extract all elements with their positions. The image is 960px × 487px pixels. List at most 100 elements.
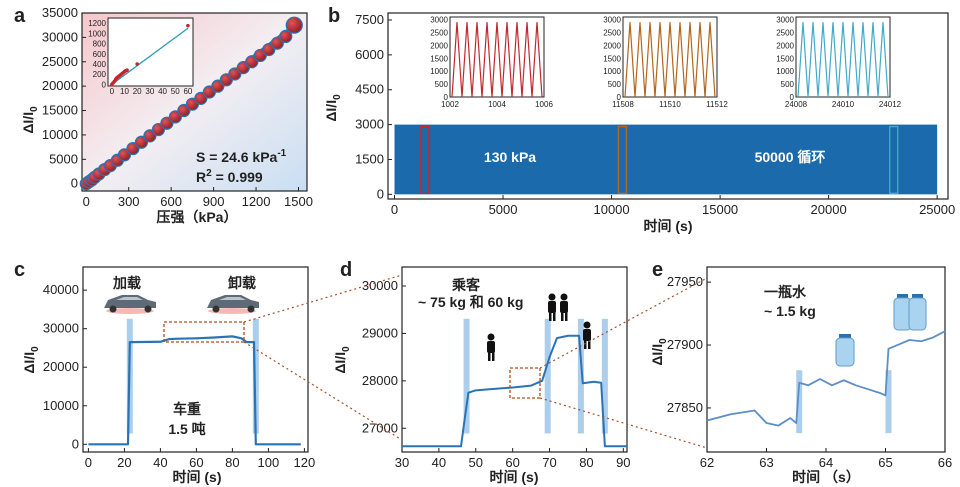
panel-a-ytick-label: 35000 (42, 5, 78, 20)
panel-c-xtick-label: 80 (225, 455, 239, 470)
person-icon-single (487, 333, 495, 361)
panel-d-letter: d (340, 259, 352, 281)
panel-b-ytick-label: 6000 (355, 47, 384, 62)
panel-a-inset-ytick-label: 1000 (88, 29, 106, 38)
panel-b-pressure-label: 130 kPa (484, 149, 536, 165)
panel-b-ylabel: ΔI/I0 (323, 94, 343, 122)
panel-a-inset-xtick-label: 30 (145, 87, 154, 96)
panel-b-inset-ytick-label: 1500 (776, 54, 794, 63)
zoom-guides (243, 274, 708, 449)
panel-e-subtitle: ~ 1.5 kg (764, 303, 816, 319)
panel-d-xtick-label: 90 (616, 455, 630, 470)
car-icon-load (104, 295, 156, 314)
panel-c-weight-label: 车重 (173, 401, 201, 417)
panel-b-inset-ytick-label: 500 (608, 80, 622, 89)
panel-d-ytick-label: 27000 (362, 420, 398, 435)
panel-c-ytick-label: 20000 (43, 359, 79, 374)
panel-b-inset-ytick-label: 3000 (430, 16, 448, 25)
panel-a-xtick-label: 1200 (242, 194, 271, 209)
panel-c-load-label: 加载 (112, 275, 141, 291)
panel-a-inset-ytick-label: 1200 (88, 19, 106, 28)
panel-e-ylabel: ΔI/I0 (649, 338, 669, 366)
panel-a-ytick-label: 0 (71, 176, 78, 191)
panel-d-title: 乘客 (451, 277, 481, 293)
panel-d-highlight-bar (463, 318, 470, 434)
panel-c-ylabel: ΔI/I0 (21, 346, 41, 374)
panel-d-highlight-bar (601, 318, 608, 434)
panel-b-inset-ytick-label: 1000 (603, 67, 621, 76)
panel-b-inset-2: 0 500 1000 1500 2000 2500 3000 11508 11510 11512 (603, 16, 728, 109)
panel-c-xlabel: 时间 (s) (173, 469, 222, 485)
panel-d-xtick-label: 60 (505, 455, 519, 470)
water-bottle-icon-single (835, 334, 855, 367)
panel-b-inset-ytick-label: 1000 (776, 67, 794, 76)
panel-b-inset-ytick-label: 1000 (430, 67, 448, 76)
panel-e-xtick-label: 63 (759, 455, 773, 470)
panel-a-frame (81, 12, 308, 192)
panel-c-letter: c (14, 259, 25, 281)
panel-b-inset-xtick-label: 1004 (488, 100, 506, 109)
panel-e-highlight-bar (796, 370, 803, 434)
panel-c-xtick-label: 40 (153, 455, 167, 470)
guide-d-to-e-top (539, 277, 708, 369)
panel-b-highlight-window (617, 125, 628, 195)
panel-b-xtick-label: 25000 (919, 202, 955, 217)
panel-a-ytick-label: 25000 (42, 54, 78, 69)
panel-d-curve (402, 334, 627, 448)
panel-a-ytick-label: 30000 (42, 29, 78, 44)
panel-b-inset-ytick-label: 2000 (430, 41, 448, 50)
panel-c-unload-label: 卸载 (228, 275, 256, 291)
panel-d-xlabel: 时间 (s) (490, 469, 539, 485)
panel-e-xtick-label: 62 (700, 455, 714, 470)
panel-c-xtick-label: 0 (85, 455, 92, 470)
panel-a-inset-ytick-label: 400 (93, 60, 107, 69)
panel-b-inset-ytick-label: 2500 (603, 28, 621, 37)
water-bottle-icon-double (893, 294, 927, 331)
panel-b-inset-wave (624, 22, 716, 98)
panel-e-ytick-label: 27950 (667, 274, 703, 289)
panel-c-highlight-bar (252, 318, 259, 434)
panel-b-inset-xtick-label: 24012 (879, 100, 902, 109)
panel-b-inset-xtick-label: 11508 (612, 100, 634, 109)
panel-c-xtick-label: 20 (117, 455, 131, 470)
panel-a-xtick-label: 900 (203, 194, 225, 209)
panel-d-highlight-bar (577, 318, 584, 434)
panel-d-xtick-label: 70 (542, 455, 556, 470)
person-icon-remaining (583, 321, 591, 349)
panel-e-water-bottle: e 62 63 64 65 66 27850 27900 27950 一瓶水 ~ 1.5 kg… (649, 259, 952, 485)
panel-b-inset-3: 0 500 1000 1500 2000 2500 3000 24008 24010 24012 (776, 16, 901, 109)
panel-d-xtick-label: 80 (579, 455, 593, 470)
panel-a-letter: a (14, 5, 26, 27)
panel-d-xtick-label: 50 (469, 455, 483, 470)
panel-d-ytick-label: 28000 (362, 373, 398, 388)
panel-b-inset-ytick-label: 500 (781, 80, 795, 89)
panel-a-inset-point (186, 23, 190, 28)
guide-c-to-d-bottom (243, 341, 403, 441)
panel-b-inset-ytick-label: 1500 (603, 54, 621, 63)
person-icon-pair (548, 293, 568, 321)
panel-b-inset-xtick-label: 24008 (785, 100, 808, 109)
panel-b-inset-ytick-label: 500 (435, 80, 449, 89)
panel-c-ytick-label: 0 (72, 436, 79, 451)
panel-a-xtick-label: 1500 (284, 194, 313, 209)
panel-a-ytick-label: 20000 (42, 78, 78, 93)
panel-b-inset-ytick-label: 3000 (603, 16, 621, 25)
panel-a-xtick-label: 600 (160, 194, 182, 209)
panel-a-inset-xtick-label: 40 (158, 87, 167, 96)
panel-a-ytick-label: 5000 (49, 151, 78, 166)
panel-b-xtick-label: 10000 (593, 202, 629, 217)
panel-d-ylabel: ΔI/I0 (332, 346, 352, 374)
panel-b-inset-ytick-label: 3000 (776, 16, 794, 25)
panel-a-xtick-label: 300 (118, 194, 140, 209)
panel-c-weight-value: 1.5 吨 (168, 421, 205, 437)
panel-c-xtick-label: 60 (189, 455, 203, 470)
panel-b-inset-1: 0 500 1000 1500 2000 2500 3000 1002 1004 1006 (430, 16, 553, 109)
panel-b-ytick-label: 3000 (355, 117, 384, 132)
panel-c-xtick-label: 100 (258, 455, 280, 470)
panel-d-zoom-box (509, 367, 541, 399)
panel-b-ytick-label: 4500 (355, 82, 384, 97)
panel-a-inset-xtick-label: 60 (183, 87, 192, 96)
panel-b-inset-ytick-label: 2500 (776, 28, 794, 37)
